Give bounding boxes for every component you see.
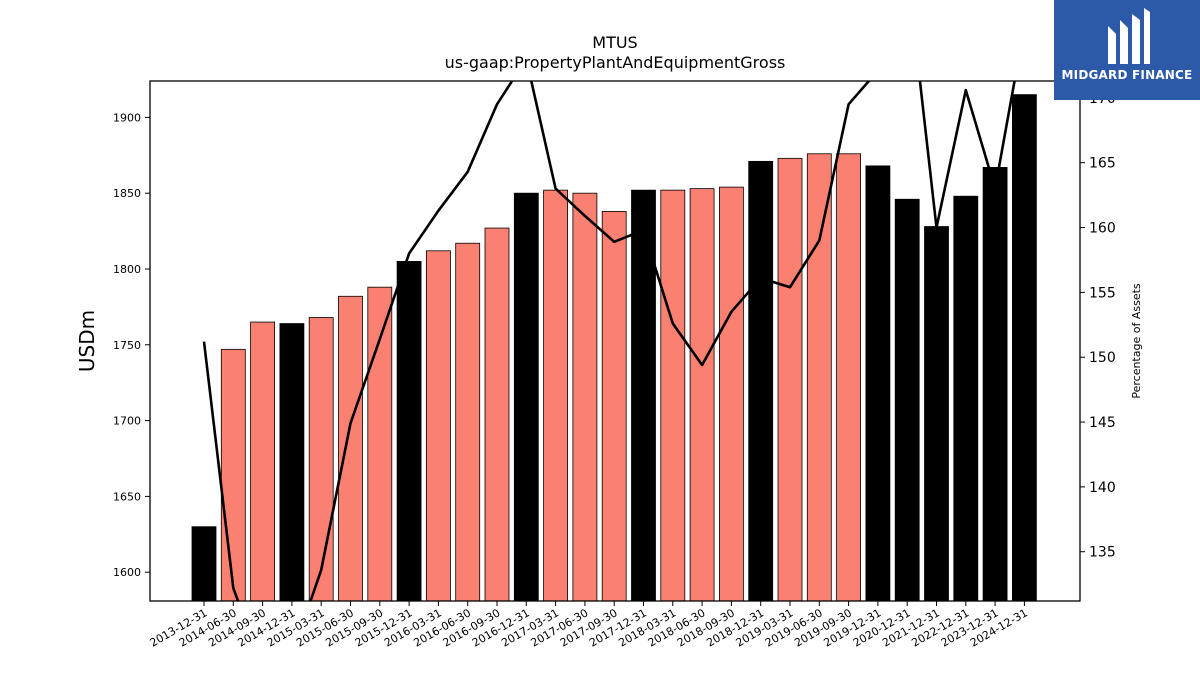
- y2-tick-label: 165: [1089, 156, 1116, 172]
- bar-2021-12-31: [924, 226, 949, 601]
- y-tick-label: 1700: [113, 415, 141, 428]
- plot-frame: [149, 80, 1081, 602]
- y2-tick-label: 155: [1089, 285, 1116, 301]
- bar-2019-12-31: [865, 165, 891, 601]
- bar-2017-03-31: [543, 189, 568, 601]
- line-series: [202, 81, 1016, 601]
- bar-2018-12-31: [748, 160, 774, 601]
- bar-2015-06-30: [338, 295, 363, 601]
- bar-2015-03-31: [308, 317, 334, 601]
- bar-2019-09-30: [836, 153, 861, 601]
- y-axis: 1600 1650 1700 1750 1800 1850 1900: [113, 111, 150, 579]
- y-tick-label: 1750: [113, 339, 141, 352]
- bar-2016-03-31: [425, 250, 451, 601]
- bar-2019-06-30: [806, 153, 832, 601]
- logo-mark-icon: [1108, 8, 1150, 64]
- y-axis-label: USDm: [75, 310, 99, 372]
- bar-2014-12-31: [279, 323, 305, 601]
- bar-2018-09-30: [719, 186, 744, 601]
- bar-2017-09-30: [601, 210, 627, 601]
- bar-2014-09-30: [250, 321, 276, 601]
- logo-text: MIDGARD FINANCE: [1061, 68, 1193, 82]
- y-tick-label: 1800: [113, 263, 141, 276]
- y-tick-label: 1600: [113, 566, 141, 579]
- y-tick-label: 1650: [113, 490, 141, 503]
- bar-2020-12-31: [894, 198, 920, 601]
- bar-2022-12-31: [953, 195, 979, 601]
- logo: MIDGARD FINANCE: [1054, 0, 1200, 100]
- chart-subtitle: us-gaap:PropertyPlantAndEquipmentGross: [445, 53, 786, 72]
- bar-series: [191, 94, 1037, 601]
- chart-titles: MTUS us-gaap:PropertyPlantAndEquipmentGr…: [445, 33, 786, 72]
- bar-2023-12-31: [982, 167, 1008, 601]
- y-tick-label: 1850: [113, 187, 141, 200]
- bar-2016-12-31: [513, 192, 539, 601]
- bar-2024-12-31: [1012, 94, 1037, 601]
- bar-2019-03-31: [777, 157, 803, 601]
- bar-2016-06-30: [455, 242, 481, 601]
- y2-tick-label: 150: [1089, 350, 1116, 366]
- y2-axis: 135140145150155160165170: [1080, 91, 1116, 561]
- bar-2017-12-31: [631, 189, 656, 601]
- bar-2015-09-30: [367, 286, 393, 601]
- x-axis: 2013-12-312014-06-302014-09-302014-12-31…: [148, 601, 1030, 650]
- y2-axis-label: Percentage of Assets: [1130, 283, 1143, 399]
- y2-tick-label: 140: [1089, 480, 1116, 496]
- bar-2017-06-30: [572, 192, 598, 601]
- y2-tick-label: 160: [1089, 221, 1116, 237]
- bar-2016-09-30: [484, 227, 510, 601]
- bar-2018-06-30: [689, 188, 715, 601]
- y2-tick-label: 135: [1089, 545, 1116, 561]
- bar-2014-06-30: [220, 348, 246, 601]
- bar-2013-12-31: [191, 526, 217, 601]
- percentage-of-assets-line: [202, 81, 1016, 601]
- bar-2015-12-31: [396, 261, 422, 601]
- bar-2018-03-31: [660, 189, 686, 601]
- y2-tick-label: 145: [1089, 415, 1116, 431]
- chart-title: MTUS: [592, 33, 637, 52]
- y-tick-label: 1900: [113, 111, 141, 124]
